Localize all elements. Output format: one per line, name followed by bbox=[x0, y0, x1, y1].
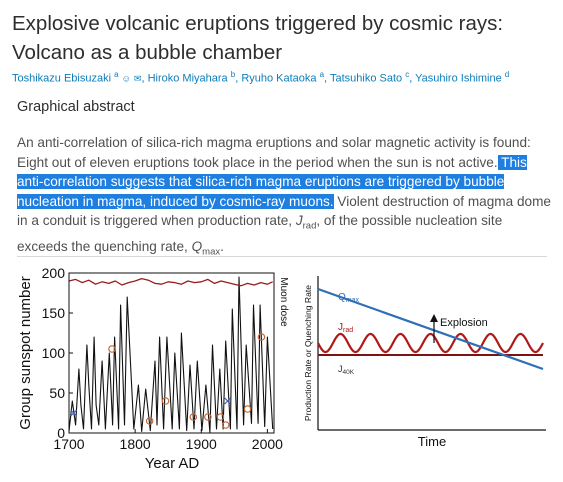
y-tick-label: 200 bbox=[42, 265, 66, 281]
author-link[interactable]: Toshikazu Ebisuzaki bbox=[12, 72, 112, 85]
author-link[interactable]: Hiroko Miyahara bbox=[147, 72, 228, 85]
x-tick-label: 1900 bbox=[186, 436, 217, 452]
sunspot-line bbox=[68, 276, 274, 433]
person-icon[interactable]: ☺ bbox=[121, 73, 131, 84]
y-tick-label: 0 bbox=[57, 425, 65, 441]
y-tick-label: 100 bbox=[42, 345, 66, 361]
author-link[interactable]: Ryuho Kataoka bbox=[241, 72, 317, 85]
j40k-label-symbol: J bbox=[338, 364, 343, 374]
affiliation-marker[interactable]: a bbox=[319, 70, 325, 79]
email-icon[interactable]: ✉ bbox=[133, 73, 142, 84]
diagram-y-label: Production Rate or Quenching Rate bbox=[303, 285, 313, 421]
author-link[interactable]: Yasuhiro Ishimine bbox=[415, 72, 502, 85]
abstract-part4: . bbox=[220, 238, 224, 254]
affiliation-marker[interactable]: d bbox=[504, 70, 510, 79]
eruption-marker bbox=[243, 405, 252, 413]
author-link[interactable]: Tatsuhiko Sato bbox=[329, 72, 403, 85]
abstract-part2: Violent destruction of magma dome in a c… bbox=[17, 193, 551, 229]
x-axis-label: Year AD bbox=[145, 455, 200, 472]
affiliation-marker[interactable]: b bbox=[230, 70, 236, 79]
jrad-symbol: J bbox=[295, 213, 303, 229]
qmax-subscript: max bbox=[202, 246, 221, 258]
qmax-label-symbol: Q bbox=[338, 292, 346, 303]
eruption-marker bbox=[161, 397, 170, 405]
eruption-marker bbox=[204, 413, 212, 421]
eruption-marker-x bbox=[224, 397, 232, 405]
affiliation-marker[interactable]: a bbox=[114, 70, 119, 79]
j40k-label-sub: 40K bbox=[343, 369, 355, 376]
eruption-marker bbox=[145, 417, 154, 425]
jrad-subscript: rad bbox=[302, 221, 317, 233]
explosion-label: Explosion bbox=[440, 317, 488, 329]
y-axis-label: Group sunspot number bbox=[17, 276, 34, 429]
qmax-label-sub: max bbox=[346, 297, 360, 304]
affiliation-marker[interactable]: c bbox=[405, 70, 410, 79]
jrad-label: Jrad bbox=[338, 322, 353, 334]
article-title: Explosive volcanic eruptions triggered b… bbox=[12, 9, 552, 67]
x-tick-label: 2000 bbox=[252, 436, 283, 452]
jrad-label-symbol: J bbox=[338, 322, 343, 333]
section-heading: Graphical abstract bbox=[17, 99, 135, 115]
eruption-marker bbox=[189, 413, 198, 421]
eruption-marker bbox=[216, 413, 225, 421]
qmax-symbol: Q bbox=[191, 238, 203, 254]
eruption-marker-x bbox=[70, 409, 78, 417]
muon-dose-line bbox=[68, 277, 273, 287]
title-line-2: Volcano as a bubble chamber bbox=[12, 41, 283, 64]
eruption-marker bbox=[108, 345, 116, 353]
author-list: Toshikazu Ebisuzaki a ☺ ✉, Hiroko Miyaha… bbox=[12, 70, 510, 85]
abstract-part1: An anti-correlation of silica-rich magma… bbox=[17, 135, 531, 170]
eruption-marker bbox=[221, 421, 230, 429]
eruption-marker bbox=[257, 333, 266, 341]
jrad-label-sub: rad bbox=[343, 327, 353, 334]
jrad-wave bbox=[317, 332, 544, 354]
y-tick-label: 50 bbox=[49, 385, 65, 401]
j40k-label: J40K bbox=[338, 364, 355, 376]
x-tick-label: 1700 bbox=[53, 436, 84, 452]
explosion-arrowhead bbox=[430, 314, 438, 322]
title-line-1: Explosive volcanic eruptions triggered b… bbox=[12, 12, 504, 35]
y-axis-label-right: Muon dose bbox=[278, 277, 289, 327]
qmax-line bbox=[317, 287, 544, 371]
y-tick-label: 150 bbox=[42, 305, 66, 321]
x-tick-label: 1800 bbox=[120, 436, 151, 452]
divider bbox=[17, 256, 547, 257]
plot-frame bbox=[68, 272, 275, 434]
abstract-part3: , of the possible nucleation site exceed… bbox=[17, 213, 503, 254]
diagram-x-label: Time bbox=[418, 434, 446, 449]
qmax-label: Qmax bbox=[338, 292, 360, 304]
abstract-text: An anti-correlation of silica-rich magma… bbox=[17, 133, 553, 262]
